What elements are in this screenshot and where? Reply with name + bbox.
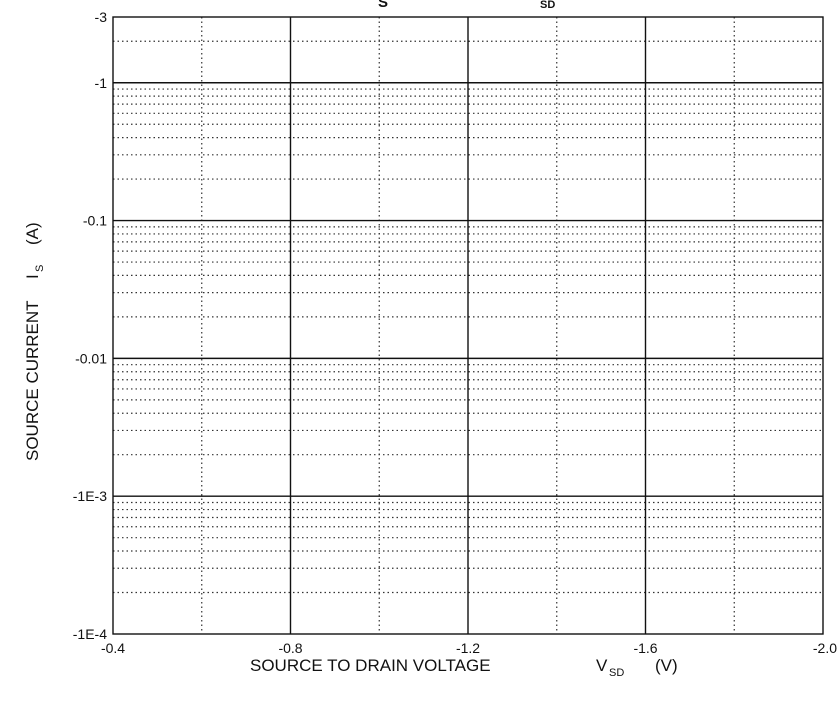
y-axis-subscript: S bbox=[34, 265, 46, 272]
chart-title-fragment: S bbox=[378, 0, 388, 11]
y-tick-label: -3 bbox=[95, 9, 108, 25]
x-tick-label: -1.6 bbox=[633, 640, 657, 656]
y-tick-label: -0.01 bbox=[75, 350, 107, 366]
x-tick-label: -1.2 bbox=[456, 640, 480, 656]
x-tick-label: -2.0 bbox=[813, 640, 837, 656]
axis-titles: SOURCE TO DRAIN VOLTAGE V SD (V) SOURCE … bbox=[23, 222, 678, 679]
x-axis-title: SOURCE TO DRAIN VOLTAGE bbox=[250, 656, 491, 675]
x-tick-label: -0.4 bbox=[101, 640, 125, 656]
x-axis-unit: (V) bbox=[655, 656, 678, 675]
y-tick-label: -0.1 bbox=[83, 213, 107, 229]
chart-title: S SD bbox=[378, 0, 555, 11]
y-axis-title: SOURCE CURRENT bbox=[23, 300, 42, 461]
tick-labels: -3-1-0.1-0.01-1E-3-1E-4-0.4 -0.8 -1.2 -1.6-… bbox=[73, 9, 837, 656]
chart-title-fragment: SD bbox=[540, 0, 555, 11]
x-axis-subscript: SD bbox=[609, 667, 624, 679]
grid-major bbox=[113, 17, 823, 634]
y-tick-label: -1E-3 bbox=[73, 488, 107, 504]
y-axis-symbol: I bbox=[23, 274, 42, 279]
y-axis-unit: (A) bbox=[23, 222, 42, 245]
y-tick-label: -1 bbox=[95, 75, 108, 91]
x-axis-symbol: V bbox=[596, 656, 608, 675]
x-tick-label: -0.8 bbox=[278, 640, 302, 656]
